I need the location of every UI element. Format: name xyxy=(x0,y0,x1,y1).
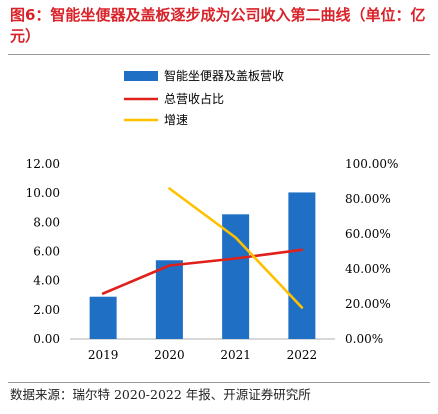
y-left-tick-label: 4.00 xyxy=(33,274,60,288)
series-line xyxy=(168,187,304,309)
y-right-tick-label: 60.00% xyxy=(345,227,391,241)
y-left-tick-label: 10.00 xyxy=(26,186,60,200)
x-tick-label: 2020 xyxy=(154,348,185,362)
chart-title: 图6：智能坐便器及盖板逐步成为公司收入第二曲线（单位：亿元） xyxy=(10,6,426,45)
y-right-tick-label: 40.00% xyxy=(345,262,391,276)
top-rule xyxy=(8,54,430,55)
bars xyxy=(89,192,316,339)
series-line xyxy=(101,248,304,295)
legend-label: 总营收占比 xyxy=(164,91,224,106)
lines xyxy=(101,187,304,309)
y-left-tick-label: 6.00 xyxy=(33,245,60,259)
y-right-tick-label: 80.00% xyxy=(345,192,391,206)
y-left-tick-label: 2.00 xyxy=(33,303,60,317)
x-tick-label: 2019 xyxy=(88,348,119,362)
bar xyxy=(222,214,250,339)
axes: 0.00 2.00 4.00 6.00 8.00 10.00 12.00 0.00% 20.00… xyxy=(26,157,399,362)
y-right-tick-label: 20.00% xyxy=(345,297,391,311)
legend-label: 增速 xyxy=(164,113,188,127)
x-tick-label: 2022 xyxy=(287,348,318,362)
bar xyxy=(155,260,183,339)
bar xyxy=(89,296,117,339)
x-tick-label: 2021 xyxy=(220,348,251,362)
y-left-tick-label: 12.00 xyxy=(26,157,60,171)
y-left-tick-label: 8.00 xyxy=(33,215,60,229)
bar xyxy=(288,192,316,339)
y-left-tick-label: 0.00 xyxy=(33,332,60,346)
legend-label: 智能坐便器及盖板营收 xyxy=(164,68,284,83)
y-right-tick-label: 100.00% xyxy=(345,157,398,171)
bottom-rule xyxy=(8,382,430,383)
source-note: 数据来源：瑞尔特 2020-2022 年报、开源证券研究所 xyxy=(10,387,311,402)
legend-swatch xyxy=(124,71,158,81)
y-right-tick-label: 0.00% xyxy=(345,332,383,346)
